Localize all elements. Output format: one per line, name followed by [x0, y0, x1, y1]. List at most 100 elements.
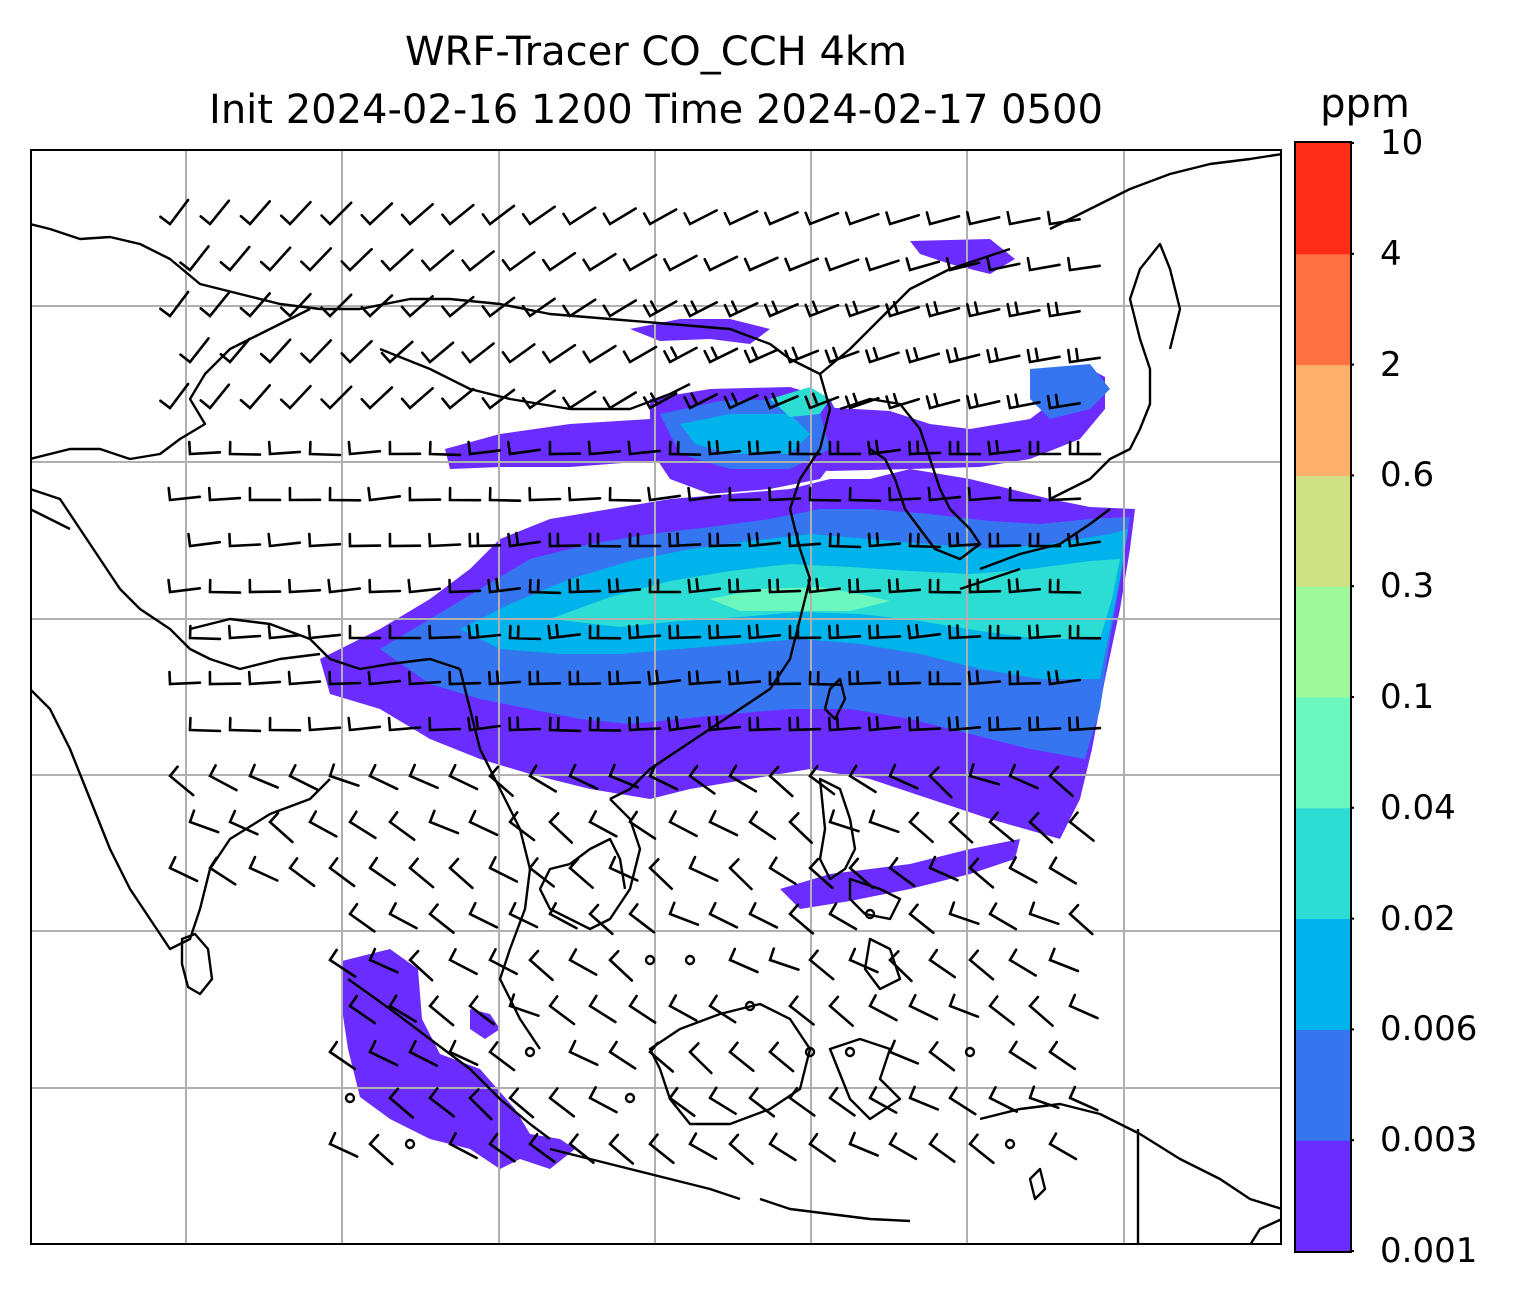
colorbar-tick-label: 0.003 [1380, 1120, 1478, 1161]
wind-barb [708, 901, 739, 929]
wind-barb [1006, 301, 1041, 318]
wind-barb [347, 440, 382, 456]
wind-barb [848, 947, 879, 974]
colorbar-tick-label: 10 [1380, 123, 1424, 163]
wind-barb [668, 532, 702, 548]
wind-barb [408, 763, 439, 790]
colorbar-tick-label: 0.04 [1380, 787, 1456, 828]
wind-barb [588, 903, 614, 936]
wind-barb [279, 384, 312, 410]
calm-wind-marker [624, 1092, 636, 1104]
wind-barb [208, 578, 242, 594]
wind-barb [367, 486, 402, 502]
wind-barb [888, 670, 922, 686]
wind-barb [688, 1042, 713, 1075]
wind-barb [848, 486, 882, 503]
wind-barb [1028, 1085, 1060, 1110]
wind-barb [602, 391, 637, 410]
wind-barb [168, 765, 195, 797]
wind-barb [528, 486, 562, 502]
wind-barb [808, 1132, 836, 1163]
colorbar-tick-label: 2 [1380, 344, 1402, 385]
wind-barb [607, 578, 642, 594]
wind-barb [868, 1086, 898, 1114]
wind-barb [188, 440, 222, 456]
wind-barb [1008, 856, 1038, 884]
wind-barb [1067, 531, 1101, 548]
wind-barb [428, 532, 462, 548]
wind-barb [588, 994, 617, 1024]
colorbar-segment [1295, 586, 1351, 698]
wind-barb [602, 207, 637, 226]
wind-barb [247, 670, 282, 686]
wind-barb [987, 439, 1022, 456]
wind-barb [888, 950, 913, 983]
wind-barb [388, 811, 416, 841]
wind-barb [428, 995, 455, 1027]
wind-barb [986, 257, 1021, 272]
calm-wind-marker [804, 1046, 816, 1058]
colorbar-unit-label: ppm [1320, 81, 1410, 127]
wind-barb [824, 257, 860, 272]
wind-barb [966, 393, 1001, 410]
wind-barb [259, 338, 292, 364]
wind-barb [948, 624, 982, 640]
wind-barb [887, 578, 922, 594]
wind-barb [188, 624, 222, 641]
wind-barb [867, 532, 902, 548]
wind-barb [179, 245, 210, 272]
wind-barb [688, 1132, 718, 1160]
wind-barb [768, 670, 802, 686]
wind-barb [468, 532, 502, 548]
wind-barb [521, 297, 556, 318]
colorbar-segment [1295, 807, 1351, 920]
wind-barb [328, 763, 360, 787]
wind-barb [728, 1133, 754, 1165]
wind-barb [627, 440, 662, 456]
wind-barb [488, 1132, 516, 1163]
wind-barb [448, 1039, 479, 1066]
wind-barb [1028, 532, 1062, 548]
colorbar-segment [1295, 475, 1351, 587]
wind-barb [428, 1087, 456, 1118]
wind-barb [728, 578, 762, 594]
wind-barb [1068, 903, 1094, 936]
calm-wind-marker [404, 1138, 416, 1150]
wind-barb [867, 716, 902, 732]
wind-barb [968, 1133, 995, 1165]
wind-barb [928, 855, 959, 882]
wind-barb [608, 949, 634, 982]
wind-barb [528, 949, 554, 982]
wind-barb [928, 1041, 956, 1072]
wind-barb [668, 624, 702, 640]
wind-barb [421, 249, 455, 272]
wind-barb [1028, 901, 1060, 926]
wind-barb [828, 624, 862, 640]
wind-barb [400, 203, 434, 226]
wind-barb [844, 300, 880, 318]
wind-barb [228, 716, 262, 733]
wind-barb [508, 993, 540, 1017]
colorbar-tick-label: 0.6 [1380, 455, 1435, 496]
wind-barb [568, 857, 594, 889]
wind-barb [988, 902, 1018, 931]
wind-barb [481, 296, 516, 318]
colorbar-tick-label: 0.001 [1380, 1231, 1478, 1271]
wind-barb [1028, 716, 1062, 732]
wind-barb [179, 337, 210, 364]
wind-barb [587, 440, 622, 456]
wind-barb [663, 254, 698, 272]
wind-barb [608, 486, 642, 502]
wind-barb [988, 716, 1022, 732]
wind-barb [927, 486, 962, 502]
wind-barb [687, 670, 722, 686]
wind-barb [208, 764, 238, 792]
wind-barb [788, 903, 815, 935]
wind-barb [668, 1087, 696, 1117]
wind-barb [388, 624, 422, 640]
wind-barb [848, 1131, 879, 1157]
wind-barb [547, 623, 582, 640]
wind-barb [867, 439, 901, 456]
calm-wind-marker [964, 1046, 976, 1058]
colorbar-segment [1295, 143, 1351, 255]
